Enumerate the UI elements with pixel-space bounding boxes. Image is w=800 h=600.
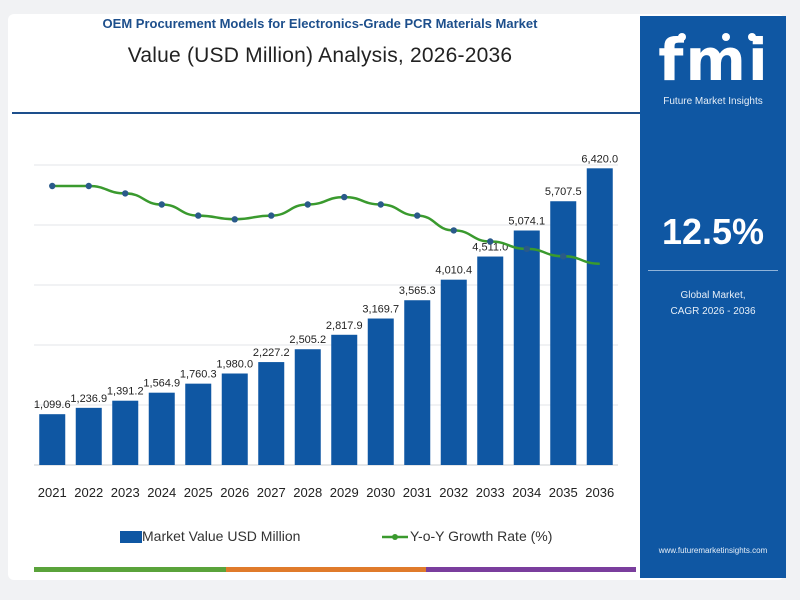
x-tick-label: 2029	[330, 485, 359, 500]
bar-2033	[477, 256, 504, 465]
legend-line-label: Y-o-Y Growth Rate (%)	[410, 528, 553, 544]
x-tick-label: 2028	[293, 485, 322, 500]
legend-line-swatch	[382, 534, 408, 540]
cagr-label-line2: CAGR 2026 - 2036	[670, 306, 756, 317]
bar-line-chart: 1,099.6 2021 1,236.9 2022 1,391.2 2023 1,564.9…	[34, 153, 618, 500]
footer-stripe-green	[34, 567, 226, 572]
growth-rate-point	[304, 201, 311, 208]
bar-value-label: 1,099.6	[34, 399, 71, 411]
bar-2026	[221, 373, 248, 465]
growth-rate-point	[49, 182, 56, 190]
legend-bar-swatch	[120, 531, 142, 543]
bar-value-label: 1,236.9	[70, 393, 107, 405]
growth-rate-point	[523, 245, 530, 253]
brand-panel: fmi Future Market Insights 12.5% Global …	[640, 16, 786, 578]
bar-2034	[513, 230, 540, 465]
x-tick-label: 2032	[439, 485, 468, 500]
brand-logo: fmi	[658, 26, 770, 94]
bar-value-label: 6,420.0	[581, 153, 618, 165]
bar-2032	[440, 279, 467, 465]
x-tick-label: 2030	[366, 485, 395, 500]
bar-2036	[586, 168, 613, 465]
growth-rate-point	[195, 212, 202, 219]
bar-2035	[550, 201, 577, 465]
bar-value-label: 1,564.9	[143, 378, 180, 390]
cagr-divider	[648, 270, 778, 271]
growth-rate-point	[487, 238, 494, 245]
bar-2027	[258, 362, 285, 465]
x-tick-label: 2023	[111, 485, 140, 500]
growth-rate-point	[560, 253, 567, 260]
brand-url: www.futuremarketinsights.com	[658, 546, 768, 555]
chart-title: OEM Procurement Models for Electronics-G…	[102, 16, 538, 31]
growth-rate-line	[52, 184, 600, 265]
bar-value-label: 4,010.4	[435, 265, 472, 277]
growth-rate-point	[414, 212, 421, 219]
x-tick-label: 2026	[220, 485, 249, 500]
bar-2023	[112, 400, 139, 465]
growth-rate-point	[231, 216, 238, 223]
chart-subtitle: Value (USD Million) Analysis, 2026-2036	[127, 44, 513, 67]
legend-item-line: Y-o-Y Growth Rate (%)	[382, 528, 582, 546]
growth-rate-point	[158, 201, 165, 208]
growth-rate-point	[122, 190, 129, 197]
bar-2029	[331, 334, 358, 465]
bar-2024	[148, 392, 175, 465]
cagr-label: Global Market, CAGR 2026 - 2036	[640, 288, 786, 320]
x-tick-label: 2022	[74, 485, 103, 500]
bar-2021	[39, 414, 66, 465]
bar-value-label: 3,169.7	[362, 304, 399, 316]
growth-rate-point	[377, 201, 384, 208]
x-tick-label: 2036	[585, 485, 614, 500]
x-tick-label: 2021	[38, 485, 67, 500]
footer-stripe-orange	[226, 567, 426, 572]
brand-name: Future Market Insights	[663, 96, 763, 107]
x-tick-label: 2025	[184, 485, 213, 500]
x-tick-label: 2034	[512, 485, 541, 500]
bar-value-label: 2,505.2	[289, 334, 326, 346]
x-tick-label: 2031	[403, 485, 432, 500]
title-divider	[12, 112, 640, 114]
bar-value-label: 1,980.0	[216, 359, 253, 371]
bar-value-label: 4,511.0	[472, 242, 508, 254]
bar-value-label: 1,760.3	[180, 369, 217, 381]
bar-2030	[367, 318, 394, 465]
bar-2022	[75, 407, 102, 465]
bar-value-label: 3,565.3	[399, 285, 436, 297]
x-tick-label: 2033	[476, 485, 505, 500]
bar-value-label: 5,707.5	[545, 186, 582, 198]
bar-2028	[294, 349, 321, 465]
growth-rate-point	[85, 182, 92, 190]
logo-dots-icon	[678, 33, 756, 41]
x-tick-label: 2027	[257, 485, 286, 500]
bar-value-label: 5,074.1	[508, 216, 545, 228]
growth-rate-point	[341, 193, 348, 201]
cagr-label-line1: Global Market,	[680, 290, 746, 301]
growth-rate-point	[450, 227, 457, 234]
bar-value-label: 2,227.2	[253, 347, 290, 359]
x-tick-label: 2024	[147, 485, 176, 500]
bar-value-label: 2,817.9	[326, 320, 363, 332]
footer-stripe-purple	[426, 567, 636, 572]
growth-rate-point	[268, 212, 275, 219]
cagr-value: 12.5%	[661, 211, 765, 252]
legend-item-bars: Market Value USD Million	[120, 528, 320, 546]
bar-value-label: 1,391.2	[107, 386, 144, 398]
bar-2025	[185, 383, 212, 465]
legend-bar-label: Market Value USD Million	[142, 528, 301, 544]
x-tick-label: 2035	[549, 485, 578, 500]
bar-2031	[404, 300, 431, 465]
